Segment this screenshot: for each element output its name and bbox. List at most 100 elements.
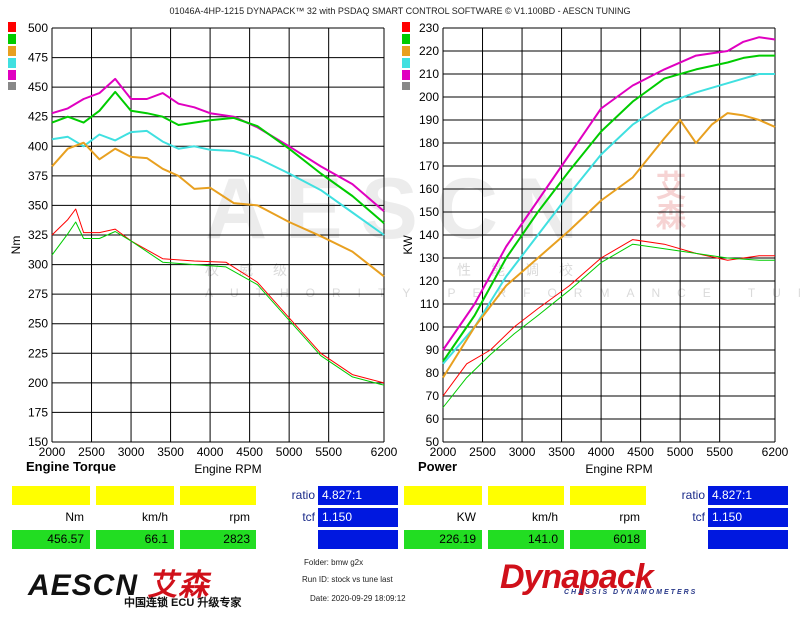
- right-tcf-value: 1.150: [708, 508, 788, 527]
- legend-swatch-gray: [402, 82, 410, 90]
- torque-ytick-label: 275: [28, 287, 48, 301]
- legend-swatch-red: [8, 22, 16, 32]
- date-label: Date: 2020-09-29 18:09:12: [310, 594, 406, 603]
- torque-series-line: [51, 208, 385, 384]
- right-ratio-value: 4.827:1: [708, 486, 788, 505]
- power-label-kmh: km/h: [488, 508, 564, 527]
- torque-series-line: [51, 77, 385, 213]
- torque-xtick-label: 2000: [39, 445, 66, 459]
- power-xtick-label: 3500: [548, 445, 575, 459]
- torque-series-line: [51, 221, 385, 386]
- left-ratio-value: 4.827:1: [318, 486, 398, 505]
- torque-header-cell: [180, 486, 256, 505]
- torque-label-nm: Nm: [12, 508, 90, 527]
- aescn-logo-cn: 艾森: [147, 569, 210, 602]
- legend-swatches-right: [402, 22, 410, 94]
- left-blank-cell: [318, 530, 398, 549]
- power-xtick-label: 4000: [588, 445, 615, 459]
- torque-header-cell: [12, 486, 90, 505]
- torque-ytick-label: 225: [28, 346, 48, 360]
- torque-ytick-label: 500: [28, 21, 48, 35]
- power-xtick-label: 6200: [762, 445, 789, 459]
- power-ytick-label: 210: [419, 67, 439, 81]
- power-header-cell: [570, 486, 646, 505]
- left-tcf-value: 1.150: [318, 508, 398, 527]
- dynapack-logo: Dynapack: [500, 558, 654, 596]
- power-xtick-label: 2000: [430, 445, 457, 459]
- torque-title: Engine Torque: [26, 459, 117, 474]
- legend-swatch-green: [8, 34, 16, 44]
- run-id-label: Run ID: stock vs tune last: [302, 575, 393, 584]
- power-xtick-label: 5000: [667, 445, 694, 459]
- power-header-cell: [488, 486, 564, 505]
- power-ytick-label: 100: [419, 320, 439, 334]
- torque-ytick-label: 350: [28, 198, 48, 212]
- legend-swatch-green: [402, 34, 410, 44]
- power-ytick-label: 90: [426, 343, 440, 357]
- right-ratio-label: ratio: [681, 488, 705, 502]
- power-series-line: [442, 243, 775, 408]
- torque-xtick-label: 5000: [276, 445, 303, 459]
- torque-ytick-label: 175: [28, 405, 48, 419]
- right-blank-cell: [708, 530, 788, 549]
- legend-swatch-cyan: [8, 58, 16, 68]
- torque-xlabel: Engine RPM: [194, 462, 261, 476]
- power-series-line: [442, 112, 776, 379]
- aescn-logo: AESCN 艾森: [28, 560, 209, 604]
- power-ytick-label: 140: [419, 228, 439, 242]
- torque-value-nm: 456.57: [12, 530, 90, 549]
- torque-ytick-label: 325: [28, 228, 48, 242]
- legend-swatch-magenta: [402, 70, 410, 80]
- torque-xtick-label: 6200: [371, 445, 398, 459]
- power-title: Power: [418, 459, 458, 474]
- power-value-rpm: 6018: [570, 530, 646, 549]
- power-ytick-label: 190: [419, 113, 439, 127]
- left-tcf-label: tcf: [302, 510, 315, 524]
- power-ytick-label: 180: [419, 136, 439, 150]
- power-xtick-label: 5500: [706, 445, 733, 459]
- torque-value-kmh: 66.1: [96, 530, 174, 549]
- power-ytick-label: 110: [420, 297, 439, 311]
- power-ytick-label: 220: [419, 44, 439, 58]
- power-label-rpm: rpm: [570, 508, 646, 527]
- power-value-kmh: 141.0: [488, 530, 564, 549]
- legend-swatch-red: [402, 22, 410, 32]
- legend-swatch-gray: [8, 82, 16, 90]
- power-ytick-label: 60: [426, 412, 440, 426]
- legend-swatch-orange: [402, 46, 410, 56]
- power-ytick-label: 50: [426, 435, 440, 449]
- power-ytick-label: 80: [426, 366, 440, 380]
- torque-xtick-label: 2500: [78, 445, 105, 459]
- torque-ylabel: Nm: [9, 236, 23, 255]
- folder-label: Folder: bmw g2x: [304, 558, 364, 567]
- legend-swatch-orange: [8, 46, 16, 56]
- torque-xtick-label: 3000: [118, 445, 145, 459]
- power-xtick-label: 3000: [509, 445, 536, 459]
- torque-series-line: [51, 90, 385, 224]
- torque-xtick-label: 3500: [157, 445, 184, 459]
- torque-ytick-label: 200: [28, 376, 48, 390]
- power-ytick-label: 70: [426, 389, 440, 403]
- aescn-logo-subtitle: 中国连锁 ECU 升级专家: [124, 597, 242, 609]
- power-header-cell: [404, 486, 482, 505]
- torque-ytick-label: 425: [28, 110, 48, 124]
- power-ytick-label: 170: [419, 159, 439, 173]
- legend-swatch-magenta: [8, 70, 16, 80]
- power-series-line: [442, 36, 776, 351]
- aescn-logo-text: AESCN: [28, 569, 139, 602]
- power-series-line: [442, 239, 775, 397]
- power-series-line: [442, 54, 775, 363]
- power-label-kw: KW: [404, 508, 482, 527]
- torque-label-rpm: rpm: [180, 508, 256, 527]
- power-xlabel: Engine RPM: [585, 462, 652, 476]
- torque-ytick-label: 375: [28, 169, 48, 183]
- left-ratio-label: ratio: [291, 488, 315, 502]
- power-value-kw: 226.19: [404, 530, 482, 549]
- power-xtick-label: 2500: [469, 445, 496, 459]
- torque-ytick-label: 450: [28, 80, 48, 94]
- chart-header: 01046A-4HP-1215 DYNAPACK™ 32 with PSDAQ …: [169, 6, 631, 16]
- torque-xtick-label: 4000: [197, 445, 224, 459]
- power-series-line: [442, 73, 775, 365]
- torque-ytick-label: 400: [28, 139, 48, 153]
- right-tcf-label: tcf: [692, 510, 705, 524]
